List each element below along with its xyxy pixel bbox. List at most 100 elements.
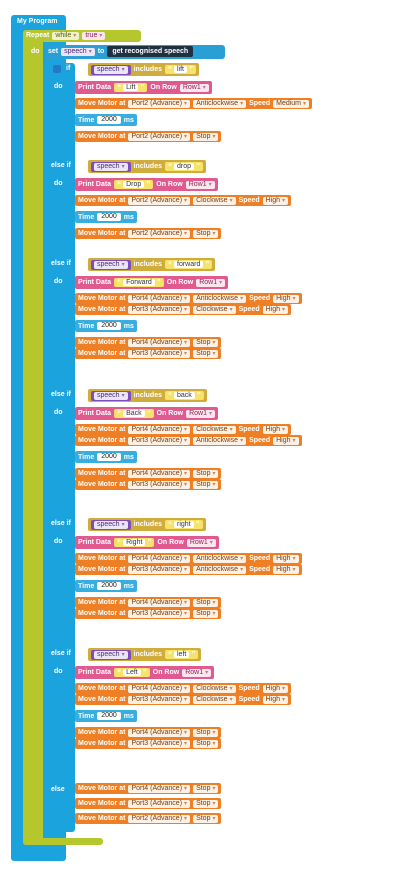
port-dropdown[interactable]: Port4 (Advance) [128, 684, 191, 693]
speech-variable-dropdown[interactable]: speech [94, 520, 128, 529]
time-value[interactable]: 2000 [97, 582, 121, 590]
row-dropdown[interactable]: Row1 [196, 278, 226, 287]
action-dropdown[interactable]: Stop [193, 784, 219, 793]
speech-variable-dropdown[interactable]: speech [94, 260, 128, 269]
time-block[interactable]: Time 2000 ms [75, 710, 137, 722]
action-dropdown[interactable]: Stop [193, 598, 219, 607]
row-dropdown[interactable]: Row1 [186, 538, 216, 547]
port-dropdown[interactable]: Port3 (Advance) [128, 349, 191, 358]
if-block[interactable] [45, 63, 75, 832]
direction-dropdown[interactable]: Anticlockwise [193, 554, 247, 563]
direction-dropdown[interactable]: Anticlockwise [193, 294, 247, 303]
action-dropdown[interactable]: Stop [193, 469, 219, 478]
time-value[interactable]: 2000 [97, 712, 121, 720]
direction-dropdown[interactable]: Anticlockwise [193, 436, 247, 445]
print-text-value[interactable]: Back [123, 410, 145, 417]
direction-dropdown[interactable]: Clockwise [193, 684, 236, 693]
action-dropdown[interactable]: Stop [193, 132, 219, 141]
action-dropdown[interactable]: Stop [193, 814, 219, 823]
time-block[interactable]: Time 2000 ms [75, 211, 137, 223]
time-block[interactable]: Time 2000 ms [75, 320, 137, 332]
keyword-text-block[interactable]: “left” [165, 650, 199, 659]
print-text-value[interactable]: Lift [123, 84, 139, 91]
keyword-value[interactable]: forward [174, 261, 204, 268]
speech-variable-dropdown[interactable]: speech [94, 650, 128, 659]
print-text-value[interactable]: Drop [123, 181, 145, 188]
direction-dropdown[interactable]: Clockwise [193, 196, 236, 205]
speed-dropdown[interactable]: High [273, 565, 299, 574]
port-dropdown[interactable]: Port4 (Advance) [128, 338, 191, 347]
port-dropdown[interactable]: Port2 (Advance) [128, 229, 191, 238]
includes-condition[interactable]: speechincludes“left” [88, 648, 202, 661]
speed-dropdown[interactable]: High [273, 554, 299, 563]
port-dropdown[interactable]: Port3 (Advance) [128, 799, 191, 808]
keyword-value[interactable]: right [174, 521, 194, 528]
port-dropdown[interactable]: Port4 (Advance) [128, 294, 191, 303]
port-dropdown[interactable]: Port4 (Advance) [128, 554, 191, 563]
row-dropdown[interactable]: Row1 [186, 409, 215, 418]
action-dropdown[interactable]: Stop [193, 338, 219, 347]
port-dropdown[interactable]: Port4 (Advance) [128, 728, 191, 737]
print-data-block[interactable]: Print Data “Left” On Row Row1 [75, 666, 215, 679]
action-dropdown[interactable]: Stop [193, 739, 219, 748]
speech-variable-dropdown[interactable]: speech [94, 65, 128, 74]
speech-variable-dropdown[interactable]: speech [94, 391, 128, 400]
speed-dropdown[interactable]: High [262, 695, 289, 704]
port-dropdown[interactable]: Port4 (Advance) [128, 425, 191, 434]
print-text-block[interactable]: “Back” [114, 409, 154, 418]
port-dropdown[interactable]: Port2 (Advance) [128, 132, 191, 141]
speech-variable[interactable]: speech [91, 161, 131, 172]
direction-dropdown[interactable]: Clockwise [193, 695, 236, 704]
print-text-block[interactable]: “Forward” [114, 278, 164, 287]
row-dropdown[interactable]: Row1 [185, 180, 215, 189]
print-text-block[interactable]: “Drop” [114, 180, 154, 189]
action-dropdown[interactable]: Stop [193, 229, 219, 238]
port-dropdown[interactable]: Port3 (Advance) [128, 480, 191, 489]
port-dropdown[interactable]: Port2 (Advance) [128, 99, 191, 108]
row-dropdown[interactable]: Row1 [182, 668, 212, 677]
action-dropdown[interactable]: Stop [193, 609, 219, 618]
print-text-block[interactable]: “Lift” [114, 83, 148, 92]
print-text-block[interactable]: “Left” [114, 668, 150, 677]
time-value[interactable]: 2000 [97, 322, 121, 330]
action-dropdown[interactable]: Stop [193, 799, 219, 808]
port-dropdown[interactable]: Port4 (Advance) [128, 784, 191, 793]
port-dropdown[interactable]: Port2 (Advance) [128, 814, 191, 823]
settings-gear-icon[interactable] [53, 65, 61, 73]
speed-dropdown[interactable]: High [273, 294, 299, 303]
direction-dropdown[interactable]: Clockwise [193, 425, 236, 434]
keyword-value[interactable]: drop [174, 163, 195, 170]
print-text-value[interactable]: Right [123, 539, 146, 546]
print-text-block[interactable]: “Right” [114, 538, 155, 547]
includes-condition[interactable]: speechincludes“drop” [88, 160, 207, 173]
time-value[interactable]: 2000 [97, 213, 121, 221]
keyword-text-block[interactable]: “back” [165, 391, 204, 400]
repeat-condition-dropdown[interactable]: true [82, 31, 106, 40]
action-dropdown[interactable]: Stop [193, 480, 219, 489]
repeat-mode-dropdown[interactable]: while [52, 31, 80, 40]
port-dropdown[interactable]: Port2 (Advance) [128, 196, 191, 205]
keyword-text-block[interactable]: “drop” [165, 162, 204, 171]
print-text-value[interactable]: Forward [123, 279, 155, 286]
includes-condition[interactable]: speechincludes“forward” [88, 258, 216, 271]
direction-dropdown[interactable]: Anticlockwise [193, 99, 247, 108]
speed-dropdown[interactable]: High [273, 436, 299, 445]
port-dropdown[interactable]: Port4 (Advance) [128, 598, 191, 607]
port-dropdown[interactable]: Port3 (Advance) [128, 739, 191, 748]
print-data-block[interactable]: Print Data “Lift” On Row Row1 [75, 81, 212, 94]
speech-variable-dropdown[interactable]: speech [94, 162, 128, 171]
time-block[interactable]: Time 2000 ms [75, 114, 137, 126]
